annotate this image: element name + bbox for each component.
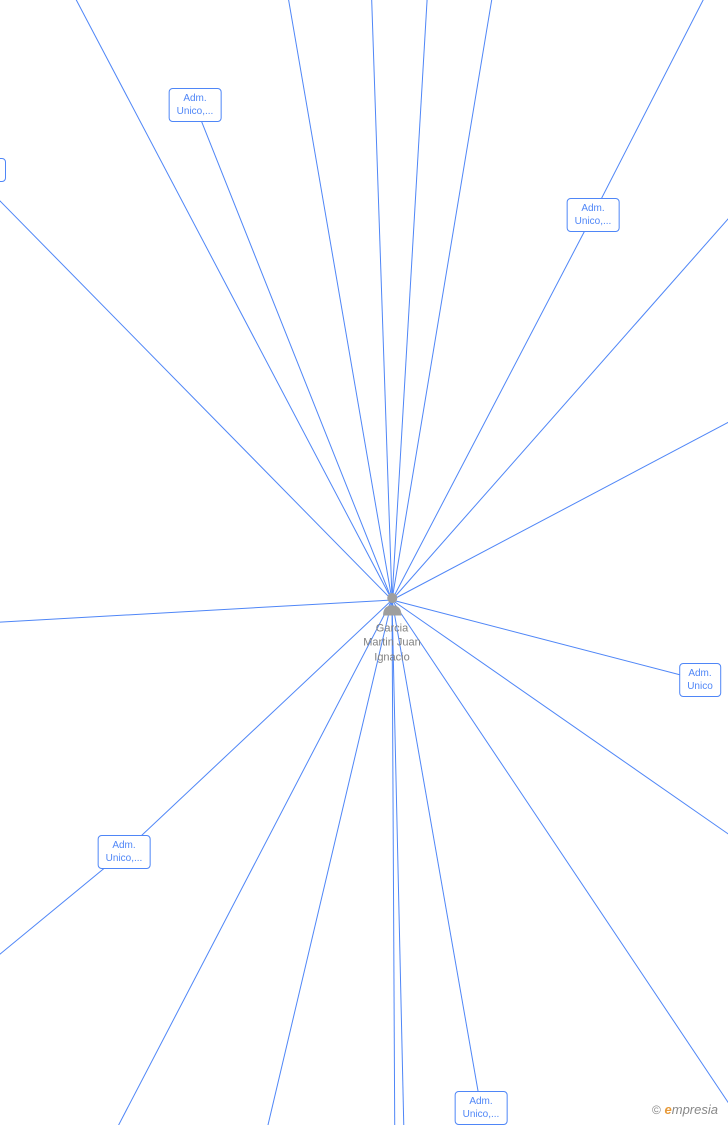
copyright-symbol: ©	[652, 1103, 661, 1117]
center-node[interactable]: Garcia Martin Juan Ignacio	[363, 592, 420, 665]
center-label-line2: Martin Juan	[363, 636, 420, 650]
edge-label: Adm.Unico,...	[98, 835, 151, 869]
brand-rest: mpresia	[672, 1102, 718, 1117]
edge-label-box[interactable]: Adm.Unico	[679, 663, 721, 697]
edges-layer	[0, 0, 728, 1125]
edge-label: Adm.Unico	[679, 663, 721, 697]
edge-label: Adm.Unico,...	[567, 198, 620, 232]
center-label-line1: Garcia	[363, 622, 420, 636]
brand-letter: e	[665, 1102, 672, 1117]
edge-label: Adm.Unico,...	[169, 88, 222, 122]
edge-label-box[interactable]: Adm.Unico,...	[567, 198, 620, 232]
watermark: © empresia	[652, 1102, 718, 1117]
edge-label-box[interactable]: Adm.Unico,...	[169, 88, 222, 122]
person-icon	[381, 592, 403, 616]
network-diagram: Garcia Martin Juan Ignacio Adm.Unico,...…	[0, 0, 728, 1125]
edge-label-box[interactable]: Adm.Unico,...	[455, 1091, 508, 1125]
edge-label: Adm.Unico,...	[455, 1091, 508, 1125]
edge-label-box[interactable]: Adm.Unico,...	[98, 835, 151, 869]
center-label-line3: Ignacio	[363, 650, 420, 664]
edge-label-box[interactable]	[0, 158, 6, 182]
